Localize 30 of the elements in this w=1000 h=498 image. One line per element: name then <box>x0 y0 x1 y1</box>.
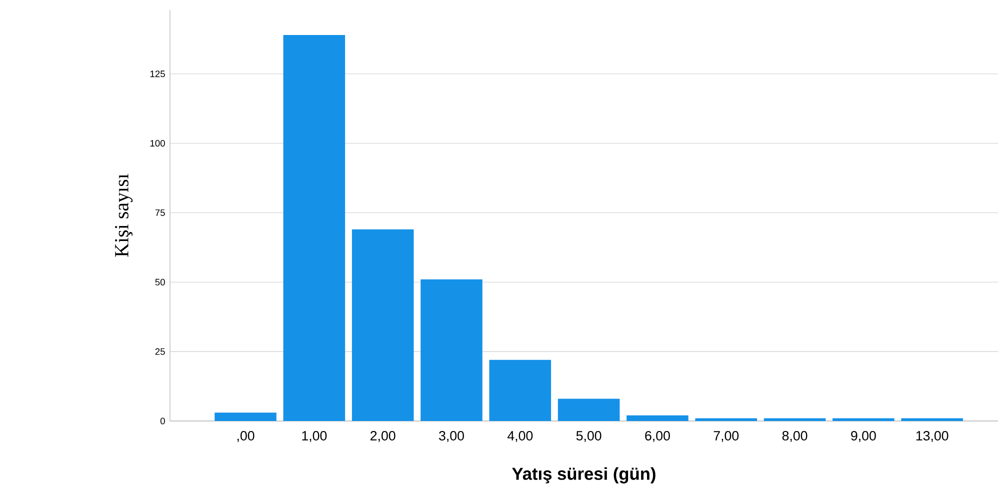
y-axis-title: Kişi sayısı <box>115 174 133 257</box>
bar <box>420 279 482 421</box>
bar <box>764 418 826 421</box>
x-tick-label: ,00 <box>237 431 254 442</box>
x-tick-label: 9,00 <box>851 431 876 442</box>
y-tick-label: 25 <box>155 348 165 355</box>
bar <box>283 34 346 421</box>
bar <box>626 415 688 421</box>
bar <box>352 229 414 421</box>
x-tick-label: 2,00 <box>370 431 396 442</box>
bar <box>558 398 620 421</box>
bar <box>832 418 894 421</box>
x-tick-label: 7,00 <box>714 431 739 442</box>
x-tick-label: 1,00 <box>302 431 327 442</box>
x-tick-label: 6,00 <box>645 431 670 442</box>
x-tick-label: 8,00 <box>782 431 808 442</box>
y-tick-label: 100 <box>150 140 165 147</box>
x-axis-title: Yatış süresi (gün) <box>512 467 656 484</box>
bar <box>901 418 963 421</box>
y-tick-label: 125 <box>150 70 165 78</box>
x-tick-label: 4,00 <box>507 431 533 442</box>
x-tick-label: 5,00 <box>576 431 602 442</box>
bar <box>489 360 552 421</box>
y-tick-label: 75 <box>155 209 165 216</box>
x-tick-label: 3,00 <box>439 431 464 442</box>
x-tick-label: 13,00 <box>916 431 948 442</box>
y-tick-label: 0 <box>160 418 165 424</box>
y-tick-label: 50 <box>155 278 165 286</box>
bar <box>695 418 758 421</box>
bar <box>214 412 276 421</box>
